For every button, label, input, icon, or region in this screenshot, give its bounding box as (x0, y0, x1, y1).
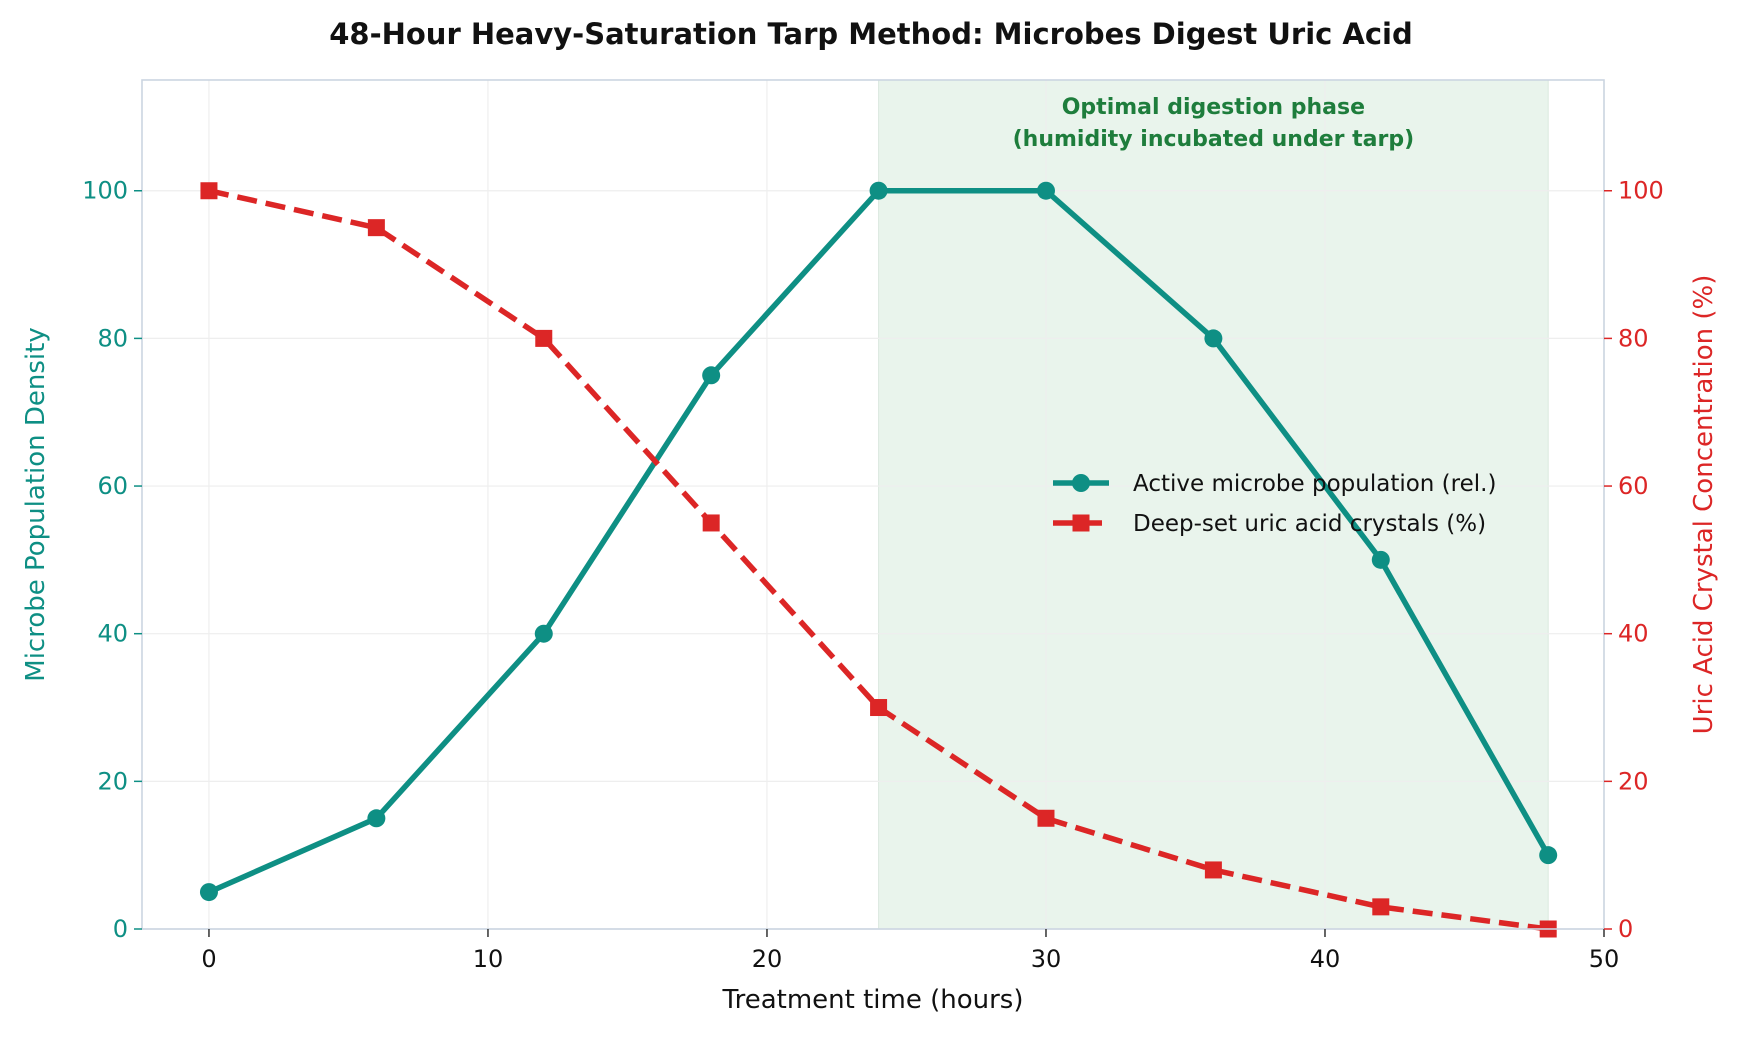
x-tick-label: 50 (1589, 945, 1620, 973)
region-annotation-line2: (humidity incubated under tarp) (1013, 127, 1415, 152)
data-point-uric-acid (367, 219, 385, 237)
legend: Active microbe population (rel.) Deep-se… (1053, 471, 1496, 537)
legend-item-microbes: Active microbe population (rel.) (1053, 471, 1496, 497)
x-tick-label: 30 (1031, 945, 1062, 973)
y-right-tick-label: 20 (1618, 767, 1649, 795)
plot-area (141, 79, 1605, 938)
data-point-microbes (869, 181, 888, 200)
y-right-tick-label: 60 (1618, 472, 1649, 500)
chart-title: 48-Hour Heavy-Saturation Tarp Method: Mi… (329, 17, 1413, 51)
y-left-tick-label: 60 (97, 472, 128, 500)
x-tick-label: 40 (1310, 945, 1341, 973)
x-tick-label: 20 (752, 945, 783, 973)
data-point-uric-acid (1372, 898, 1390, 916)
legend-item-uric-acid: Deep-set uric acid crystals (%) (1053, 511, 1486, 537)
data-point-microbes (367, 809, 386, 828)
x-tick-label: 0 (201, 945, 216, 973)
data-point-uric-acid (1204, 861, 1222, 879)
data-point-uric-acid (702, 514, 720, 532)
data-point-microbes (702, 366, 721, 385)
data-point-microbes (1371, 550, 1390, 569)
data-point-uric-acid (200, 182, 218, 200)
plot-frame (141, 79, 1605, 930)
legend-label-microbes: Active microbe population (rel.) (1133, 471, 1496, 497)
y-left-tick-label: 20 (97, 767, 128, 795)
y-right-tick-label: 40 (1618, 620, 1649, 648)
region-annotation-line1: Optimal digestion phase (1062, 95, 1365, 120)
data-point-uric-acid (535, 329, 553, 347)
y-axis-right-label: Uric Acid Crystal Concentration (%) (1689, 275, 1719, 735)
x-tick-label: 10 (473, 945, 504, 973)
data-point-microbes (1036, 181, 1055, 200)
optimal-phase-region (878, 79, 1549, 930)
data-point-microbes (1539, 846, 1558, 865)
y-right-tick-label: 100 (1618, 177, 1664, 205)
data-point-uric-acid (1037, 809, 1055, 827)
series-layer (199, 181, 1558, 938)
data-point-microbes (1204, 329, 1223, 348)
legend-label-uric-acid: Deep-set uric acid crystals (%) (1133, 511, 1486, 537)
legend-marker-uric-acid (1072, 514, 1090, 532)
y-left-tick-label: 40 (97, 620, 128, 648)
y-left-tick-label: 80 (97, 324, 128, 352)
data-point-uric-acid (870, 699, 888, 717)
x-axis-label: Treatment time (hours) (722, 985, 1024, 1015)
y-left-tick-label: 0 (113, 915, 128, 943)
y-left-tick-label: 100 (82, 177, 128, 205)
y-right-tick-label: 80 (1618, 324, 1649, 352)
data-point-microbes (534, 624, 553, 643)
legend-marker-microbes (1072, 474, 1090, 492)
y-right-tick-label: 0 (1618, 915, 1633, 943)
y-axis-left-label: Microbe Population Density (21, 327, 51, 681)
data-point-microbes (199, 883, 218, 902)
